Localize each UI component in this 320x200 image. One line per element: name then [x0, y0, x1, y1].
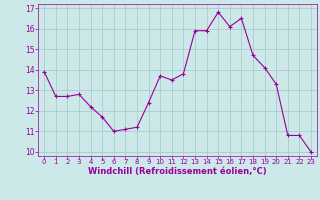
X-axis label: Windchill (Refroidissement éolien,°C): Windchill (Refroidissement éolien,°C)	[88, 167, 267, 176]
